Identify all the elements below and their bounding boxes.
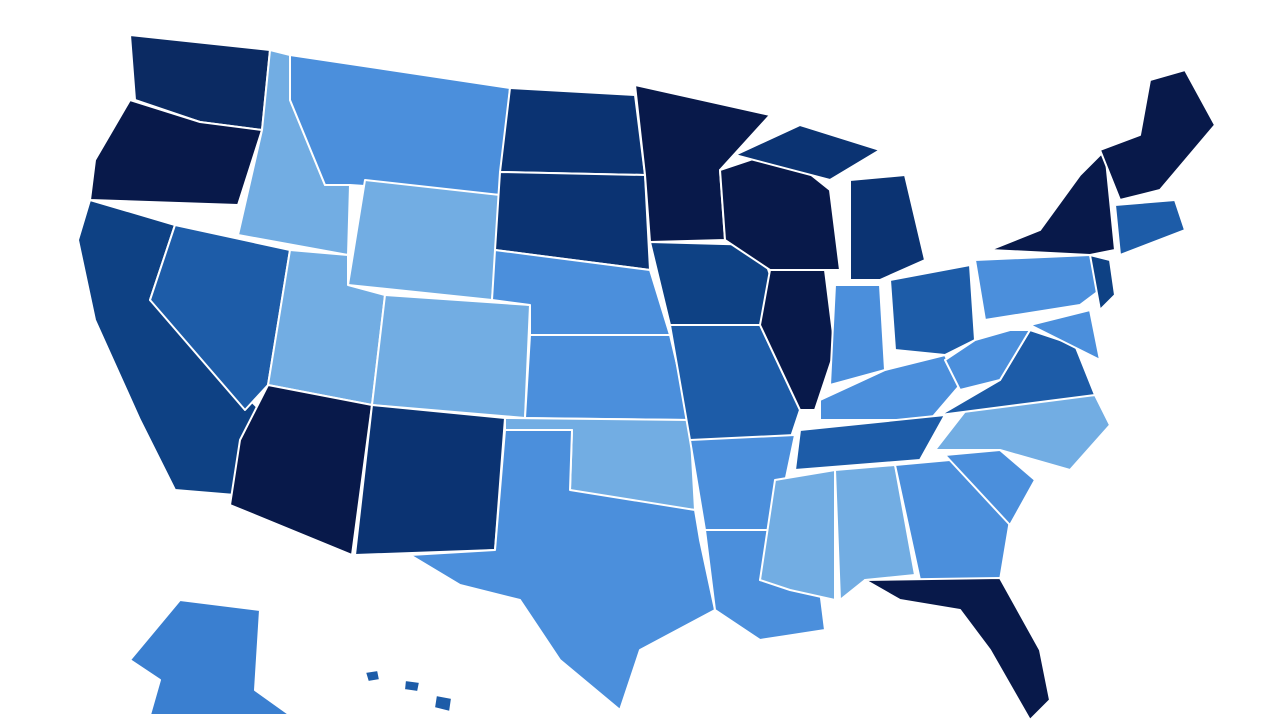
state-region	[1099, 69, 1216, 201]
state-region	[864, 577, 1051, 720]
state-region	[989, 149, 1116, 256]
state-region	[944, 449, 1036, 526]
state-region	[894, 459, 1011, 581]
state-region	[149, 224, 291, 411]
state-region	[759, 469, 836, 601]
state-region	[1029, 309, 1101, 361]
state-region	[669, 324, 801, 441]
state-region	[499, 87, 646, 176]
state-region	[849, 174, 926, 281]
state-region	[524, 334, 691, 421]
state-region	[829, 284, 886, 386]
state-region	[347, 179, 501, 301]
state-region	[834, 464, 916, 601]
state-region	[364, 669, 381, 683]
state-region	[371, 294, 531, 419]
state-region	[229, 384, 373, 556]
state-region	[403, 679, 421, 693]
state-region	[354, 404, 506, 556]
state-region	[129, 599, 291, 716]
state-region	[409, 429, 716, 711]
state-region	[1089, 254, 1116, 311]
state-region	[289, 54, 511, 196]
state-region	[939, 329, 1096, 416]
state-region	[734, 124, 881, 181]
state-region	[433, 694, 453, 713]
state-region	[794, 414, 946, 471]
state-region	[759, 269, 836, 411]
state-region	[944, 329, 1031, 391]
state-region	[89, 99, 263, 206]
state-region	[974, 254, 1101, 321]
state-region	[1114, 199, 1186, 256]
state-region	[889, 264, 976, 356]
